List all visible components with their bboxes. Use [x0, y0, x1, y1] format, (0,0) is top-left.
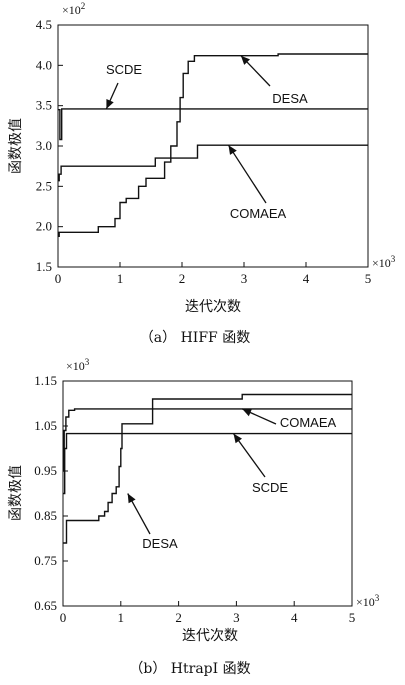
y-tick-label: 0.95 — [34, 463, 57, 478]
x-tick-label: 5 — [349, 610, 356, 625]
annotation-label: DESA — [142, 536, 178, 551]
y-tick-label: 3.5 — [36, 98, 52, 113]
y-axis-multiplier: ×102 — [62, 1, 85, 17]
x-tick-label: 4 — [303, 271, 310, 286]
chart-panel-b: 0 1 2 3 4 50.650.750.850.951.051.15×103×103迭代… — [8, 357, 380, 677]
y-tick-label: 0.65 — [34, 598, 57, 613]
annotation-arrowhead — [240, 55, 250, 65]
x-tick-label: 5 — [365, 271, 372, 286]
x-axis-title: 迭代次数 — [182, 628, 238, 644]
x-tick-label: 0 — [55, 271, 62, 286]
x-tick-label: 1 — [117, 271, 124, 286]
x-tick-label: 3 — [233, 610, 240, 625]
annotation-arrowhead — [242, 408, 252, 417]
y-tick-label: 3.0 — [36, 138, 52, 153]
y-axis-title: 函数极值 — [8, 118, 24, 174]
annotation-arrowhead — [233, 433, 242, 444]
annotation-arrow — [227, 144, 267, 204]
y-tick-label: 0.75 — [34, 553, 57, 568]
x-tick-label: 2 — [179, 271, 186, 286]
series-line-desa — [63, 393, 352, 544]
x-axis-title: 迭代次数 — [185, 299, 241, 315]
series-line-scde — [63, 432, 352, 495]
annotation-label: SCDE — [106, 62, 142, 77]
y-axis-multiplier: ×103 — [66, 357, 90, 373]
y-tick-label: 2.0 — [36, 219, 52, 234]
series-line-desa — [58, 53, 368, 237]
annotation-arrowhead — [228, 145, 237, 155]
plot-frame — [57, 24, 369, 268]
x-axis-multiplier: ×103 — [372, 254, 396, 270]
y-multiplier-base: ×10 — [62, 3, 81, 17]
y-tick-label: 0.85 — [34, 508, 57, 523]
annotation-label: DESA — [272, 91, 308, 106]
annotation-arrowhead — [106, 99, 114, 109]
y-axis-title: 函数极值 — [8, 465, 24, 521]
x-tick-label: 1 — [118, 610, 125, 625]
annotation-label: SCDE — [252, 480, 288, 495]
y-tick-label: 4.5 — [36, 17, 52, 32]
y-multiplier-exp: 2 — [81, 1, 86, 11]
x-multiplier-exp: 3 — [375, 593, 380, 603]
x-multiplier-exp: 3 — [391, 254, 396, 264]
x-tick-label: 0 — [60, 610, 67, 625]
y-tick-label: 4.0 — [36, 57, 52, 72]
annotation-label: COMAEA — [280, 415, 337, 430]
x-axis-multiplier: ×103 — [356, 593, 380, 609]
annotation-arrowhead — [127, 493, 136, 504]
x-tick-label: 4 — [291, 610, 298, 625]
chart-panel-a: 0 1 2 3 4 51.52.02.53.03.54.04.5×102×103迭代次数函… — [8, 1, 396, 346]
x-multiplier-base: ×10 — [356, 595, 375, 609]
y-tick-label: 1.05 — [34, 418, 57, 433]
x-multiplier-base: ×10 — [372, 256, 391, 270]
annotation-label: COMAEA — [230, 206, 287, 221]
x-tick-label: 3 — [241, 271, 248, 286]
x-tick-label: 2 — [175, 610, 182, 625]
y-tick-label: 2.5 — [36, 178, 52, 193]
figure-caption: （b） HtrapI 函数 — [129, 661, 250, 677]
y-tick-label: 1.5 — [36, 259, 52, 274]
series-line-scde — [58, 108, 368, 141]
y-multiplier-exp: 3 — [85, 357, 90, 367]
series-line-comaea — [63, 408, 352, 472]
y-tick-label: 1.15 — [34, 373, 57, 388]
series-line-comaea — [58, 144, 368, 182]
figure-caption: （a） HIFF 函数 — [140, 330, 250, 346]
y-multiplier-base: ×10 — [66, 359, 85, 373]
